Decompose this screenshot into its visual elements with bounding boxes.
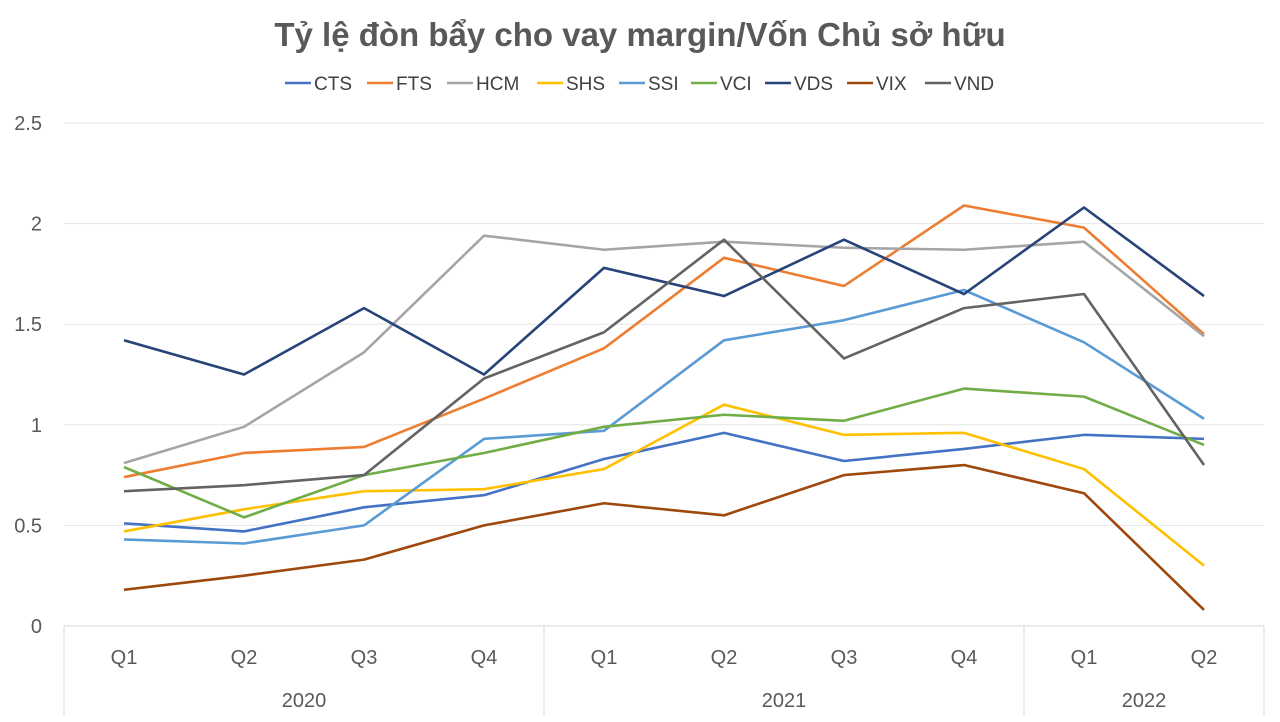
legend-label: VND — [954, 74, 994, 95]
y-tick-label: 1 — [31, 415, 42, 437]
series-line-vnd — [123, 238, 1206, 493]
legend-item-hcm: HCM — [447, 74, 519, 95]
legend-item-fts: FTS — [367, 74, 432, 95]
y-tick-label: 0 — [31, 616, 42, 638]
legend-label: VIX — [876, 74, 907, 95]
series-line-cts — [123, 431, 1205, 533]
x-group-label: 2022 — [1122, 690, 1167, 712]
legend: CTS FTS HCM SHS SSI VCI VDS VIX VND — [285, 74, 994, 95]
legend-label: VDS — [794, 74, 833, 95]
legend-item-vci: VCI — [691, 74, 752, 95]
legend-label: HCM — [476, 74, 519, 95]
x-tick-label: Q1 — [1071, 647, 1098, 669]
series-lines — [123, 204, 1206, 611]
legend-item-vnd: VND — [925, 74, 994, 95]
legend-label: FTS — [396, 74, 432, 95]
series-line-vds — [123, 206, 1205, 376]
series-line-hcm — [123, 234, 1205, 465]
legend-label: SSI — [648, 74, 679, 95]
series-line-vci — [123, 387, 1205, 519]
chart-title: Tỷ lệ đòn bẩy cho vay margin/Vốn Chủ sở … — [274, 16, 1005, 53]
gridlines — [64, 122, 1264, 627]
y-tick-label: 1.5 — [14, 314, 42, 336]
y-tick-label: 0.5 — [14, 515, 42, 537]
legend-label: VCI — [720, 74, 752, 95]
x-tick-label: Q2 — [711, 647, 738, 669]
y-axis: 0 0.5 1 1.5 2 2.5 — [14, 113, 42, 638]
x-tick-label: Q1 — [591, 647, 618, 669]
legend-item-vix: VIX — [847, 74, 907, 95]
x-tick-label: Q1 — [111, 647, 138, 669]
legend-item-ssi: SSI — [619, 74, 679, 95]
series-line-shs — [123, 403, 1205, 567]
x-tick-label: Q2 — [231, 647, 258, 669]
x-tick-label: Q3 — [351, 647, 378, 669]
x-tick-label: Q3 — [831, 647, 858, 669]
series-line-fts — [123, 204, 1205, 479]
legend-item-vds: VDS — [765, 74, 833, 95]
legend-item-shs: SHS — [537, 74, 605, 95]
x-tick-label: Q2 — [1191, 647, 1218, 669]
x-axis: Q1 Q2 Q3 Q4 Q1 Q2 Q3 Q4 Q1 Q2 2020 2021 2022 — [63, 626, 1265, 716]
x-group-label: 2021 — [762, 690, 807, 712]
x-group-label: 2020 — [282, 690, 327, 712]
x-tick-label: Q4 — [951, 647, 978, 669]
series-line-vix — [123, 463, 1205, 611]
legend-label: SHS — [566, 74, 605, 95]
y-tick-label: 2 — [31, 214, 42, 236]
y-tick-label: 2.5 — [14, 113, 42, 135]
series-line-ssi — [123, 288, 1205, 545]
legend-label: CTS — [314, 74, 352, 95]
legend-item-cts: CTS — [285, 74, 352, 95]
x-tick-label: Q4 — [471, 647, 498, 669]
